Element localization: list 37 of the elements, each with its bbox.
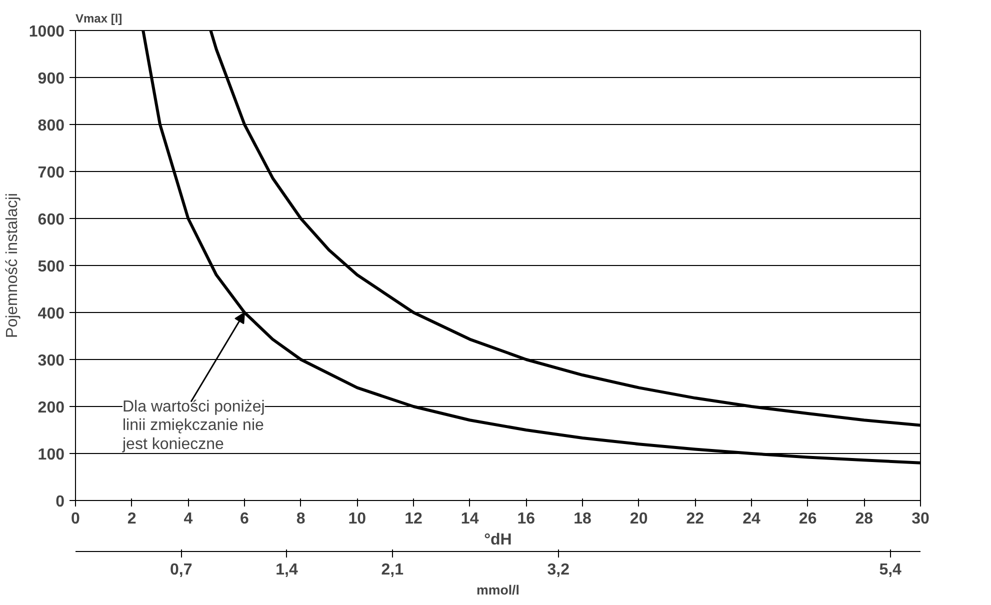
x-tick-label: 18 (574, 510, 592, 528)
annotation: Dla wartości poniżej linii zmiękczanie nie jest konieczne (122, 398, 265, 453)
x2-tick-label: 3,2 (547, 562, 570, 578)
x2-tick-label: 2,1 (381, 562, 404, 578)
y-tick-label: 700 (38, 164, 65, 182)
text: Vmax [l] (76, 12, 122, 26)
y-axis-title: Pojemność instalacji (4, 193, 21, 338)
x-tick-label: 12 (404, 510, 422, 528)
x-tick-label: 14 (460, 510, 479, 528)
y-tick-label: 1000 (28, 24, 65, 40)
y-tick-label: 800 (38, 118, 65, 134)
y-tick-label: 200 (38, 400, 65, 416)
x2-tick-label: 5,4 (879, 562, 902, 578)
x2-axis-title: mmol/l (476, 582, 520, 598)
x-axis-title: °dH (484, 532, 512, 548)
x-tick-label: 4 (184, 510, 193, 528)
x2-tick-label: 1,4 (276, 562, 298, 578)
x-tick-label: 10 (348, 510, 366, 528)
x-tick-label: 26 (798, 510, 817, 528)
y-tick-label: 500 (38, 258, 65, 276)
x-tick-label: 30 (912, 510, 930, 528)
y-tick-label: 600 (38, 212, 65, 228)
y-tick-label: 0 (56, 494, 65, 510)
x-tick-label: 16 (517, 510, 536, 528)
x-tick-label: 24 (742, 510, 760, 528)
x-tick-label: 22 (686, 510, 704, 528)
y-tick-label: 900 (38, 70, 65, 88)
y-tick-label: 300 (38, 352, 65, 370)
x-tick-label: 28 (855, 510, 874, 528)
x-tick-label: 20 (630, 510, 648, 528)
y-tick-label: 100 (38, 446, 65, 464)
y-tick-label: 400 (38, 306, 65, 322)
x-tick-label: 8 (296, 510, 306, 528)
x2-tick-label: 0,7 (170, 562, 192, 578)
x-tick-label: 6 (240, 510, 250, 528)
x-tick-label: 0 (71, 510, 80, 528)
x-tick-label: 2 (127, 510, 136, 528)
